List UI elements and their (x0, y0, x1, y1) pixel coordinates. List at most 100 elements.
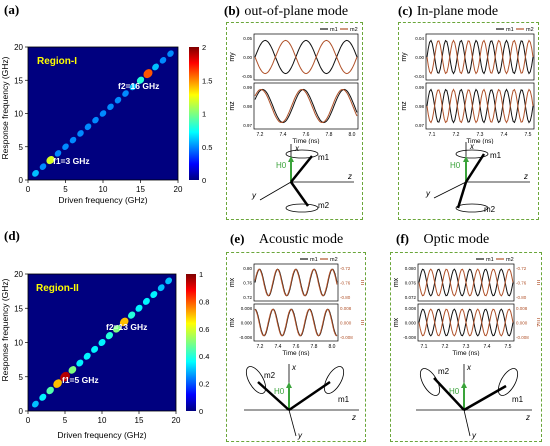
heatmap-diagonal-cell (46, 386, 54, 395)
x-axis-label: x (294, 144, 300, 153)
m1-label: m1 (490, 151, 502, 160)
heatmap-diagonal-cell (152, 63, 159, 71)
top-subplot-frame (417, 263, 515, 302)
x-axis-label: Time (ns) (282, 350, 309, 356)
y-tick-label: 5 (19, 143, 24, 152)
x-tick-label: 5 (63, 416, 68, 425)
y-axis-label: my (229, 52, 236, 62)
bottom-subplot-frame (425, 82, 535, 130)
x-tick-label: 0 (26, 416, 31, 425)
heatmap-a: Response frequency (GHz) Region-I f2=16 … (0, 43, 212, 205)
heatmap-d-region-label: Region-II (36, 283, 79, 294)
x-axis-label: Time (ns) (466, 138, 493, 144)
m1-label: m1 (318, 153, 330, 162)
x-tick-label: 7.4 (484, 344, 491, 350)
heatmap-diagonal-cell (119, 317, 129, 327)
panel-d-label: (d) (4, 228, 20, 243)
y-tick-label: 0.98 (243, 104, 252, 109)
x-axis-label: x (291, 363, 297, 372)
legend-m2-label: m2 (526, 27, 534, 33)
h0-label: H0 (274, 387, 285, 396)
heatmap-diagonal-cell (32, 400, 39, 408)
heatmap-diagonal-cell (39, 163, 47, 170)
y-tick-label: 0.97 (243, 123, 252, 128)
y-tick-label: 0.00 (243, 55, 252, 60)
heatmap-a-region-label: Region-I (37, 56, 77, 67)
right-y-tick-label: -0.76 (516, 281, 527, 286)
y-axis-label: mx (229, 277, 236, 287)
x-tick-label: 5 (63, 185, 68, 194)
x-tick-label: 7.1 (429, 132, 436, 138)
x-tick-label: 15 (135, 416, 144, 425)
x-tick-label: 7.4 (275, 344, 282, 350)
x-tick-label: 20 (174, 185, 183, 194)
heatmap-diagonal-cell (142, 297, 150, 305)
h0-arrowhead-icon (286, 382, 292, 388)
heatmap-d-xlabel: Driven frequency (GHz) (57, 430, 146, 440)
y-tick-label: 10 (14, 110, 23, 119)
y-axis-label: y (297, 431, 303, 440)
right-y-tick-label: 0.000 (340, 321, 352, 326)
heatmap-frame (27, 273, 177, 412)
heatmap-diagonal-cell (69, 136, 77, 144)
panel-c-heading: (c) In-plane mode (398, 2, 498, 20)
y-tick-label: 5 (19, 373, 24, 382)
x-tick-label: 0 (26, 185, 31, 194)
x-tick-label: 7.5 (505, 344, 512, 350)
x-axis-label: Time (ns) (292, 138, 319, 144)
colorbar-tick-label: 0 (199, 407, 203, 416)
heatmap-a-colorbar-ticks: 0 0.5 1 1.5 2 (202, 43, 212, 185)
x-tick-label: 7.6 (293, 344, 300, 350)
panel-e-spin-schematic: x z y H0 m2 m1 (244, 363, 359, 440)
m1-vector (464, 153, 486, 183)
colorbar-tick-label: 2 (202, 43, 206, 52)
legend-m2-label: m2 (330, 257, 338, 263)
y-axis-label: my (401, 52, 408, 62)
y-tick-label: -0.008 (403, 335, 416, 340)
heatmap-diagonal-cell (135, 304, 143, 312)
heatmap-diagonal-cell (62, 143, 69, 151)
y-axis-label: mz (229, 101, 236, 111)
x-axis-label: x (469, 142, 475, 151)
heatmap-diagonal-cell (77, 130, 84, 137)
m1-vector (463, 384, 507, 412)
x-tick-label: 7.8 (326, 132, 333, 138)
heatmap-diagonal-cell (127, 311, 136, 319)
y-tick-label: 0.72 (243, 295, 252, 300)
y-tick-label: 0 (19, 176, 24, 185)
y-axis-line (463, 409, 471, 437)
legend-m1-label: m1 (486, 257, 494, 263)
y-tick-label: 0.80 (243, 266, 252, 271)
x-tick-label: 10 (98, 416, 107, 425)
heatmap-diagonal-cell (46, 155, 55, 165)
y-axis-line (433, 181, 467, 199)
heatmap-diagonal-cell (114, 96, 122, 104)
y-tick-label: 15 (14, 304, 23, 313)
heatmap-diagonal-cell (129, 83, 137, 91)
x-tick-label: 7.3 (477, 132, 484, 138)
panel-f-spin-schematic: x z y H0 m2 m1 (416, 363, 532, 440)
x-tick-label: 8.0 (329, 344, 336, 350)
heatmap-diagonal-cell (157, 284, 165, 292)
m2-vector (456, 181, 468, 209)
right-y-tick-label: 0.000 (516, 321, 528, 326)
heatmap-diagonal-cell (150, 291, 158, 299)
legend-m1-label: m1 (310, 257, 318, 263)
right-y-tick-label: -0.72 (340, 266, 351, 271)
y-axis-label: mx (229, 317, 236, 327)
y-axis-label: y (471, 431, 477, 440)
x-tick-label: 7.6 (303, 132, 310, 138)
right-y-tick-label: -0.76 (340, 281, 351, 286)
y-tick-label: 20 (14, 43, 23, 52)
panel-c-timeseries: m1 m2 0.04 0.00 -0.04 my 0.99 0.98 0.97 mz 7.1 7.2 7… (401, 27, 535, 144)
x-tick-label: 7.2 (442, 344, 449, 350)
heatmap-diagonal-cell (39, 393, 47, 401)
right-y-axis-label: m (535, 280, 540, 286)
h0-arrowhead-icon (288, 156, 294, 162)
heatmap-diagonal-cell (83, 352, 91, 360)
precession-orbit-right (323, 366, 345, 394)
heatmap-diagonal-cell (98, 338, 106, 347)
y-tick-label: 0.99 (243, 85, 252, 90)
right-y-axis-label: m (359, 320, 364, 326)
m2-vector (257, 381, 290, 411)
